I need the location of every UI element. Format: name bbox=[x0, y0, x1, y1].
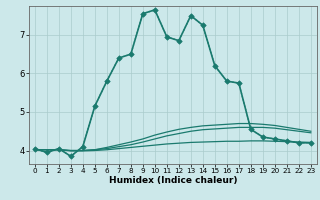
X-axis label: Humidex (Indice chaleur): Humidex (Indice chaleur) bbox=[108, 176, 237, 185]
